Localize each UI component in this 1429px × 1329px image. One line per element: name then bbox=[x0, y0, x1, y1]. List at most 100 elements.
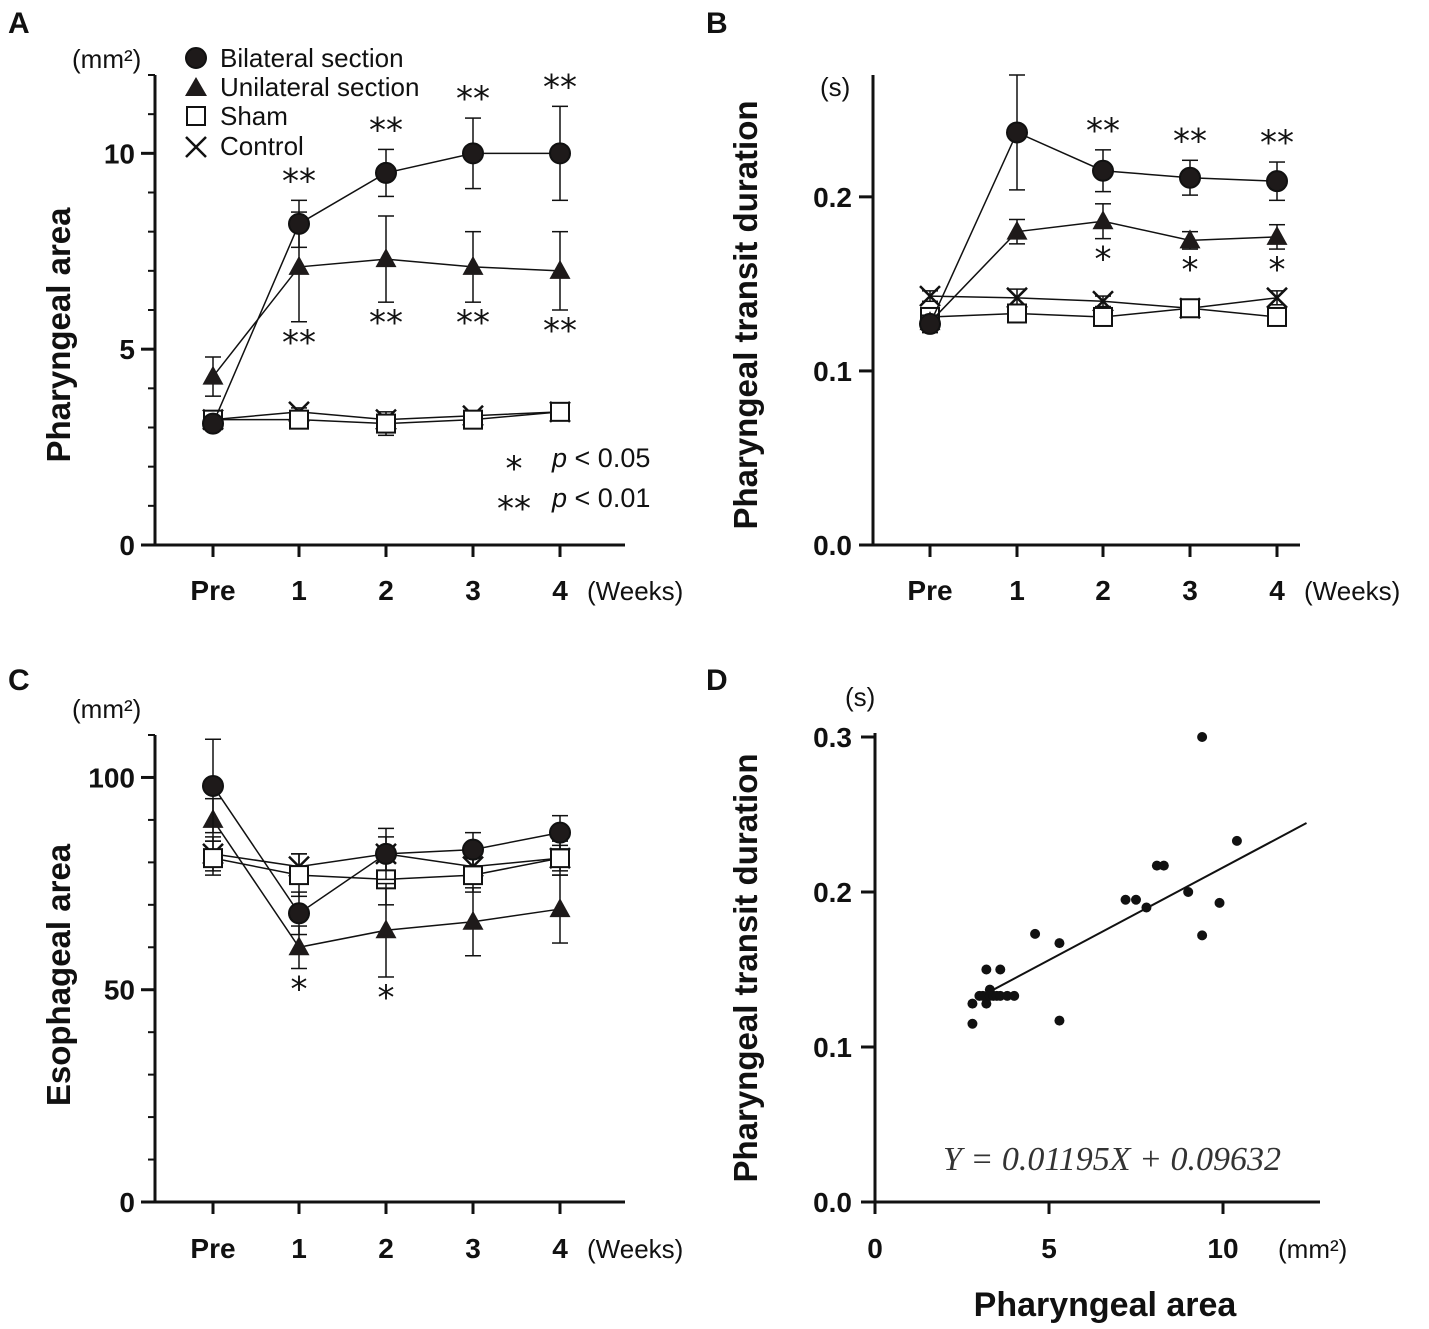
sig-note-star-double: ** bbox=[497, 489, 531, 529]
panel-b-x-tick-label: 1 bbox=[1009, 575, 1025, 606]
panel-letter-a: A bbox=[8, 7, 30, 40]
data-point bbox=[549, 821, 571, 844]
panel-d-x-tick-label: 5 bbox=[1041, 1233, 1057, 1264]
panel-c-x-tick-label: 1 bbox=[291, 1233, 307, 1264]
panel-a-y-tick-label: 5 bbox=[119, 334, 135, 365]
data-point bbox=[1006, 121, 1028, 144]
panel-a: A (mm²) Pharyngeal area 0 5 10 Pre 1 2 3 4 (Week… bbox=[8, 7, 683, 606]
panel-c-y-tick-label: 0 bbox=[119, 1187, 135, 1218]
significance-mark: ** bbox=[543, 311, 577, 351]
panel-b-unit: (s) bbox=[820, 72, 850, 102]
legend: Bilateral section Unilateral section Sha… bbox=[185, 43, 419, 161]
data-point bbox=[462, 910, 484, 930]
scatter-point bbox=[1054, 938, 1065, 949]
data-point bbox=[462, 255, 484, 275]
panel-d-y-unit: (s) bbox=[845, 682, 875, 712]
panel-d-x-axis-label: Pharyngeal area bbox=[974, 1286, 1238, 1324]
panel-a-y-axis-label: Pharyngeal area bbox=[40, 207, 77, 463]
panel-a-x-tick-label: 3 bbox=[465, 575, 481, 606]
data-point bbox=[919, 285, 941, 307]
panel-c-x-unit: (Weeks) bbox=[587, 1234, 683, 1264]
sig-note-threshold-double: < 0.01 bbox=[567, 483, 650, 513]
scatter-point bbox=[1009, 990, 1020, 1001]
data-point bbox=[288, 902, 310, 925]
scatter-point bbox=[981, 998, 992, 1009]
data-point bbox=[288, 212, 310, 235]
panel-c-unit: (mm²) bbox=[72, 694, 141, 724]
panel-b-x-tick-label: Pre bbox=[907, 575, 952, 606]
panel-a-y-tick-label: 0 bbox=[119, 530, 135, 561]
data-point bbox=[1266, 286, 1288, 309]
scatter-point bbox=[1214, 897, 1225, 908]
panel-c-y-tick-label: 100 bbox=[88, 762, 135, 793]
sig-note-line-single: p < 0.05 bbox=[551, 443, 650, 473]
data-point bbox=[1092, 210, 1114, 230]
data-point bbox=[375, 161, 397, 184]
panel-b-x-tick-label: 4 bbox=[1269, 575, 1285, 606]
significance-mark: ** bbox=[1086, 111, 1120, 151]
legend-cross-marker bbox=[185, 136, 207, 158]
legend-square-marker bbox=[186, 106, 206, 126]
panel-c-x-tick-label: Pre bbox=[190, 1233, 235, 1264]
data-point bbox=[376, 413, 396, 434]
scatter-point bbox=[1231, 835, 1242, 846]
panel-a-x-tick-label: 2 bbox=[378, 575, 394, 606]
scatter-point bbox=[1054, 1015, 1065, 1026]
data-point bbox=[1093, 306, 1113, 327]
data-point bbox=[549, 142, 571, 165]
sig-note-star-single: * bbox=[506, 449, 523, 489]
data-point bbox=[289, 409, 309, 430]
data-point bbox=[203, 848, 223, 869]
panel-d-x-unit: (mm²) bbox=[1278, 1234, 1347, 1264]
scatter-point bbox=[1197, 732, 1208, 742]
sig-note-line-double: p < 0.01 bbox=[551, 483, 650, 513]
scatter-point bbox=[1197, 930, 1208, 941]
legend-label-unilateral: Unilateral section bbox=[220, 72, 419, 102]
legend-triangle-marker bbox=[185, 77, 207, 96]
data-point bbox=[1092, 159, 1114, 182]
significance-mark: ** bbox=[456, 79, 490, 119]
panel-b-series-sham bbox=[920, 298, 1287, 327]
scatter-point bbox=[1151, 860, 1162, 871]
significance-mark: * bbox=[1269, 250, 1286, 290]
panel-a-series-sham bbox=[203, 401, 570, 437]
scatter-point bbox=[1120, 894, 1131, 905]
panel-d-plot: 0.0 0.1 0.2 0.3 0 5 10 bbox=[813, 722, 1320, 1264]
panel-d-y-tick-label: 0.1 bbox=[813, 1032, 852, 1063]
data-point bbox=[919, 312, 941, 335]
panel-a-x-tick-label: 4 bbox=[552, 575, 568, 606]
data-point bbox=[202, 774, 224, 797]
sig-note-p-single: p bbox=[551, 443, 567, 473]
data-point bbox=[1007, 303, 1027, 324]
panel-a-y-tick-label: 10 bbox=[104, 138, 135, 169]
legend-label-bilateral: Bilateral section bbox=[220, 43, 404, 73]
panel-b-x-tick-label: 3 bbox=[1182, 575, 1198, 606]
data-point bbox=[1266, 170, 1288, 193]
data-point bbox=[549, 259, 571, 279]
scatter-point bbox=[1002, 990, 1013, 1001]
significance-mark: * bbox=[291, 970, 308, 1010]
panel-a-x-tick-label: 1 bbox=[291, 575, 307, 606]
data-point bbox=[463, 409, 483, 430]
data-point bbox=[462, 142, 484, 165]
data-point bbox=[549, 898, 571, 918]
data-point bbox=[550, 848, 570, 869]
panel-c-x-tick-label: 3 bbox=[465, 1233, 481, 1264]
scatter-point bbox=[1141, 902, 1152, 913]
significance-mark: * bbox=[1095, 240, 1112, 280]
panel-c-x-tick-label: 4 bbox=[552, 1233, 568, 1264]
significance-mark: ** bbox=[282, 161, 316, 201]
data-point bbox=[462, 838, 484, 861]
panel-d: D (s) (mm²) Pharyngeal transit duration … bbox=[706, 664, 1347, 1324]
scatter-point bbox=[967, 998, 978, 1009]
panel-b-y-tick-label: 0.1 bbox=[813, 356, 852, 387]
scatter-point bbox=[1131, 894, 1141, 905]
panel-b-series-bilateral-section: ** ** ** bbox=[919, 74, 1294, 335]
legend-circle-marker bbox=[185, 47, 207, 69]
panel-a-series-unilateral-section: ** ** ** ** bbox=[202, 211, 577, 397]
data-point bbox=[375, 919, 397, 939]
data-point bbox=[1179, 166, 1201, 189]
data-point bbox=[375, 842, 397, 865]
